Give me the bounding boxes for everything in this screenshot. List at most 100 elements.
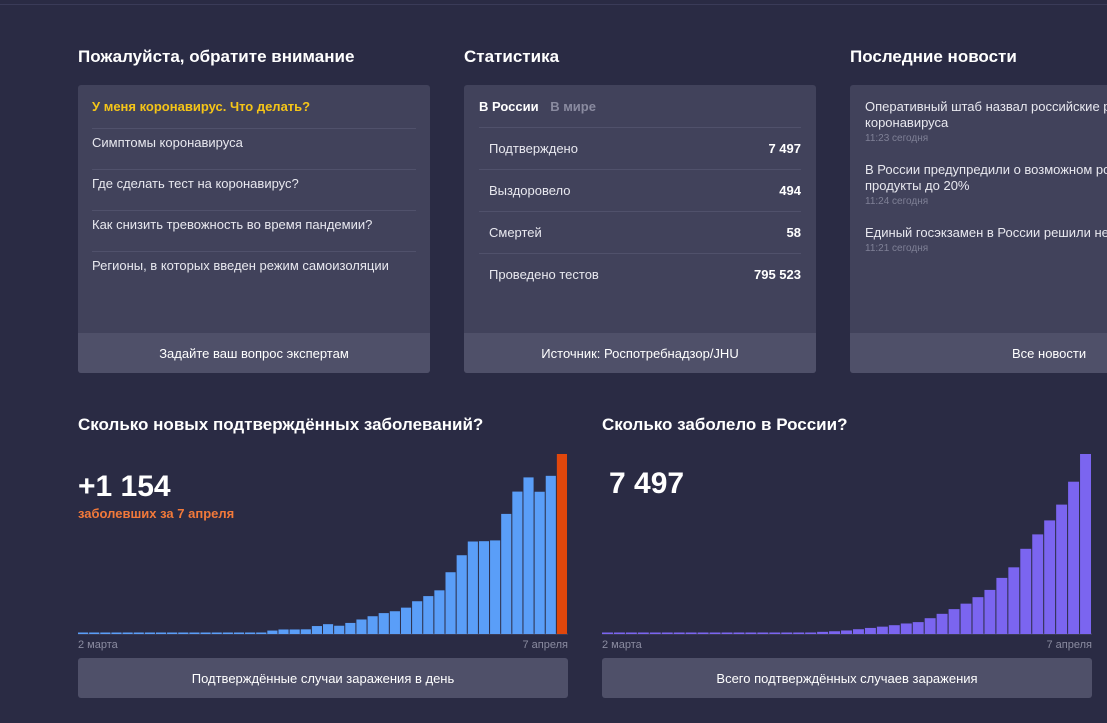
chart-bar[interactable] [1020,548,1032,634]
chart-bar[interactable] [841,630,852,634]
chart-bar[interactable] [721,632,733,635]
chart-bar[interactable] [233,632,245,635]
chart-bar[interactable] [445,572,456,634]
chart-bar[interactable] [412,601,423,634]
attention-item-covid-help[interactable]: У меня коронавирус. Что делать? [92,93,416,129]
chart-bar[interactable] [367,616,378,634]
tab-russia[interactable]: В России [479,99,539,114]
attention-item-where-test[interactable]: Где сделать тест на коронавирус? [92,170,416,211]
chart-bar[interactable] [490,540,501,634]
chart-bar[interactable] [334,625,345,634]
chart-bar[interactable] [602,632,613,635]
chart-bar[interactable] [523,477,534,634]
chart-bar[interactable] [829,631,841,634]
chart-bar[interactable] [534,491,545,634]
chart-bar[interactable] [1056,504,1068,634]
attention-item-anxiety[interactable]: Как снизить тревожность во время пандеми… [92,211,416,252]
chart-bar[interactable] [960,603,972,634]
chart-bar[interactable] [996,577,1008,634]
chart-bar[interactable] [613,632,625,635]
chart-bar[interactable] [793,632,805,635]
chart-bar[interactable] [745,632,757,635]
chart-bar[interactable] [948,609,960,634]
chart-bar-highlight[interactable] [556,454,567,634]
chart-bar[interactable] [155,632,167,635]
chart-bar[interactable] [512,491,523,634]
chart-bar[interactable] [122,632,133,635]
chart-bar[interactable] [545,475,556,634]
chart-bar[interactable] [144,632,155,635]
chart-bar[interactable] [661,632,673,635]
chart-bar[interactable] [378,613,389,634]
chart-bar[interactable] [434,590,445,634]
chart-bar[interactable] [805,632,817,634]
chart-bar[interactable] [936,613,948,634]
daily-cases-button[interactable]: Подтверждённые случаи заражения в день [78,658,568,698]
chart-bar[interactable] [245,632,256,635]
chart-bar[interactable] [78,632,89,635]
chart-bar[interactable] [178,632,189,635]
ask-experts-button[interactable]: Задайте ваш вопрос экспертам [78,333,430,373]
chart-bar[interactable] [817,631,829,634]
chart-bar[interactable] [757,632,769,635]
chart-bar[interactable] [1080,454,1091,634]
attention-item-symptoms[interactable]: Симптомы коронавируса [92,129,416,170]
all-news-button[interactable]: Все новости [850,333,1107,373]
chart-bar[interactable] [267,630,278,634]
attention-item-regions[interactable]: Регионы, в которых введен режим самоизол… [92,258,389,273]
chart-bar[interactable] [289,629,300,634]
chart-bar[interactable] [637,632,649,635]
chart-bar[interactable] [649,632,661,635]
chart-bar[interactable] [876,626,888,634]
source-footer[interactable]: Источник: Роспотребнадзор/JHU [464,333,816,373]
chart-bar[interactable] [311,626,322,634]
chart-bar[interactable] [1032,534,1044,634]
chart-bar[interactable] [900,623,912,634]
chart-bar[interactable] [222,632,233,635]
chart-bar[interactable] [111,632,122,635]
chart-bar[interactable] [697,632,709,635]
total-cases-button[interactable]: Всего подтверждённых случаев заражения [602,658,1092,698]
chart-bar[interactable] [912,622,924,634]
chart-bar[interactable] [200,632,211,635]
tab-world[interactable]: В мире [550,99,596,114]
chart-bar[interactable] [423,596,434,634]
news-item[interactable]: Единый госэкзамен в России решили не 11:… [865,225,1107,254]
news-item[interactable]: В России предупредили о возможном ро про… [865,162,1107,207]
chart-bar[interactable] [467,541,478,635]
chart-bar[interactable] [972,597,984,634]
chart-bar[interactable] [323,624,334,634]
chart-bar[interactable] [211,632,222,635]
news-item[interactable]: Оперативный штаб назвал российские р кор… [865,99,1107,144]
chart-bar[interactable] [389,611,400,634]
chart-bar[interactable] [984,589,996,634]
chart-bar[interactable] [864,627,876,634]
chart-bar[interactable] [1008,567,1020,634]
chart-bar[interactable] [673,632,685,635]
chart-bar[interactable] [256,632,267,635]
chart-bar[interactable] [625,632,637,635]
chart-bar[interactable] [189,632,200,635]
chart-bar[interactable] [685,632,697,635]
chart-bar[interactable] [278,629,289,634]
chart-bar[interactable] [1068,481,1080,634]
chart-bar[interactable] [1044,520,1056,634]
chart-bar[interactable] [345,622,356,634]
chart-bar[interactable] [356,619,367,634]
chart-bar[interactable] [89,632,100,635]
chart-bar[interactable] [167,632,178,635]
chart-bar[interactable] [300,629,311,634]
chart-bar[interactable] [133,632,144,635]
chart-bar[interactable] [100,632,111,635]
chart-bar[interactable] [924,618,936,634]
chart-bar[interactable] [478,541,490,634]
chart-bar[interactable] [733,632,745,635]
chart-bar[interactable] [888,625,900,634]
chart-bar[interactable] [781,632,793,635]
chart-bar[interactable] [769,632,781,635]
chart-bar[interactable] [709,632,721,635]
chart-bar[interactable] [400,607,412,634]
chart-bar[interactable] [852,629,864,634]
chart-bar[interactable] [501,513,512,634]
chart-bar[interactable] [456,555,467,634]
